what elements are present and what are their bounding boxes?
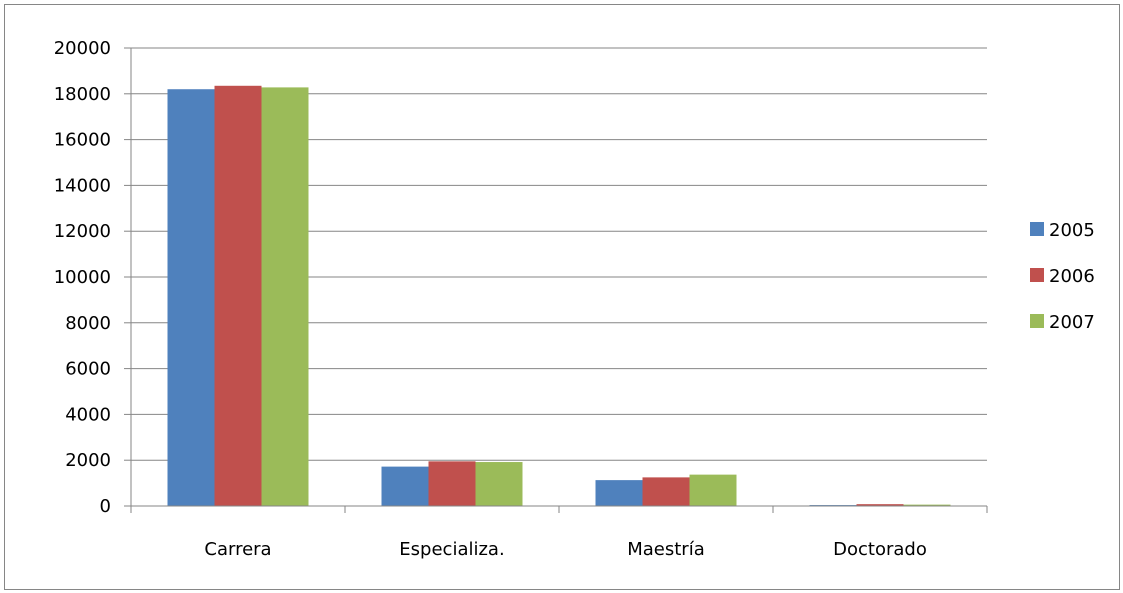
legend-swatch-2006 xyxy=(1030,268,1044,282)
y-tick-label: 0 xyxy=(100,496,111,517)
legend: 2005 2006 2007 xyxy=(1030,220,1095,333)
bar-2005-0 xyxy=(167,89,215,506)
bar-2005-2 xyxy=(595,480,643,506)
y-tick-label: 8000 xyxy=(65,313,111,334)
y-tick-label: 20000 xyxy=(54,38,111,59)
legend-label: 2006 xyxy=(1049,266,1095,287)
bar-2006-0 xyxy=(214,85,262,506)
bar-2006-3 xyxy=(856,504,904,506)
legend-label: 2005 xyxy=(1049,220,1095,241)
y-tick-label: 14000 xyxy=(54,175,111,196)
y-axis-ticks: 0 2000 4000 6000 8000 10000 12000 14000 16000 180… xyxy=(54,38,131,517)
y-tick-label: 4000 xyxy=(65,404,111,425)
bars xyxy=(167,85,951,506)
y-tick-label: 2000 xyxy=(65,450,111,471)
bar-2007-0 xyxy=(261,87,309,506)
bar-2007-3 xyxy=(903,504,951,506)
y-tick-label: 6000 xyxy=(65,359,111,380)
legend-swatch-2005 xyxy=(1030,222,1044,236)
x-category-label: Especializa. xyxy=(399,539,504,560)
bar-2005-1 xyxy=(381,466,429,506)
bar-2007-2 xyxy=(689,474,737,506)
bar-2006-1 xyxy=(428,461,476,506)
bar-2007-1 xyxy=(475,462,523,506)
y-tick-label: 12000 xyxy=(54,221,111,242)
legend-swatch-2007 xyxy=(1030,314,1044,328)
x-axis xyxy=(130,48,988,513)
category-labels: Carrera Especializa. Maestría Doctorado xyxy=(204,539,926,560)
x-category-label: Carrera xyxy=(204,539,271,560)
x-category-label: Doctorado xyxy=(833,539,927,560)
legend-label: 2007 xyxy=(1049,312,1095,333)
y-tick-label: 16000 xyxy=(54,130,111,151)
bar-2006-2 xyxy=(642,477,690,506)
y-tick-label: 18000 xyxy=(54,84,111,105)
x-category-label: Maestría xyxy=(627,539,705,560)
y-tick-label: 10000 xyxy=(54,267,111,288)
